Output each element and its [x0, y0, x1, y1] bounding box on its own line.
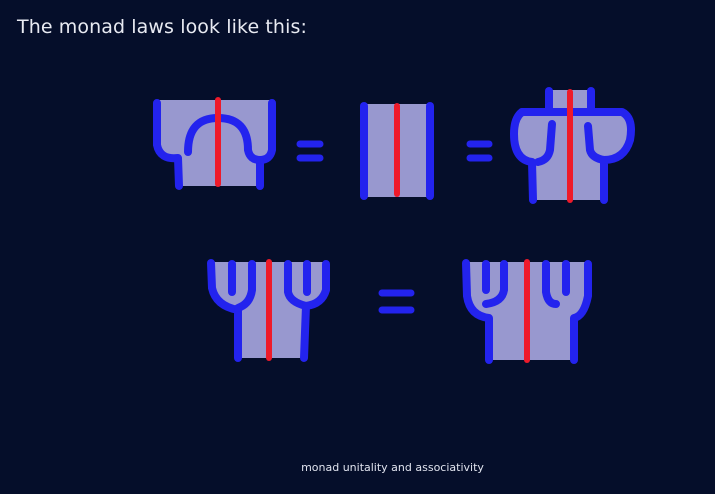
right-unit-diagram: [510, 87, 635, 204]
slide-title: The monad laws look like this:: [17, 16, 307, 38]
equals-sign-2: [466, 140, 493, 162]
equals-sign: [296, 140, 324, 162]
left-unit-diagram: [153, 97, 276, 190]
associativity-right-diagram: [462, 259, 592, 364]
associativity-left-diagram: [207, 259, 330, 362]
equals-sign-3: [378, 289, 415, 314]
unitality-equation: [153, 87, 635, 204]
identity-diagram: [360, 102, 434, 200]
associativity-equation: [207, 259, 592, 364]
slide-caption: monad unitality and associativity: [301, 461, 484, 474]
